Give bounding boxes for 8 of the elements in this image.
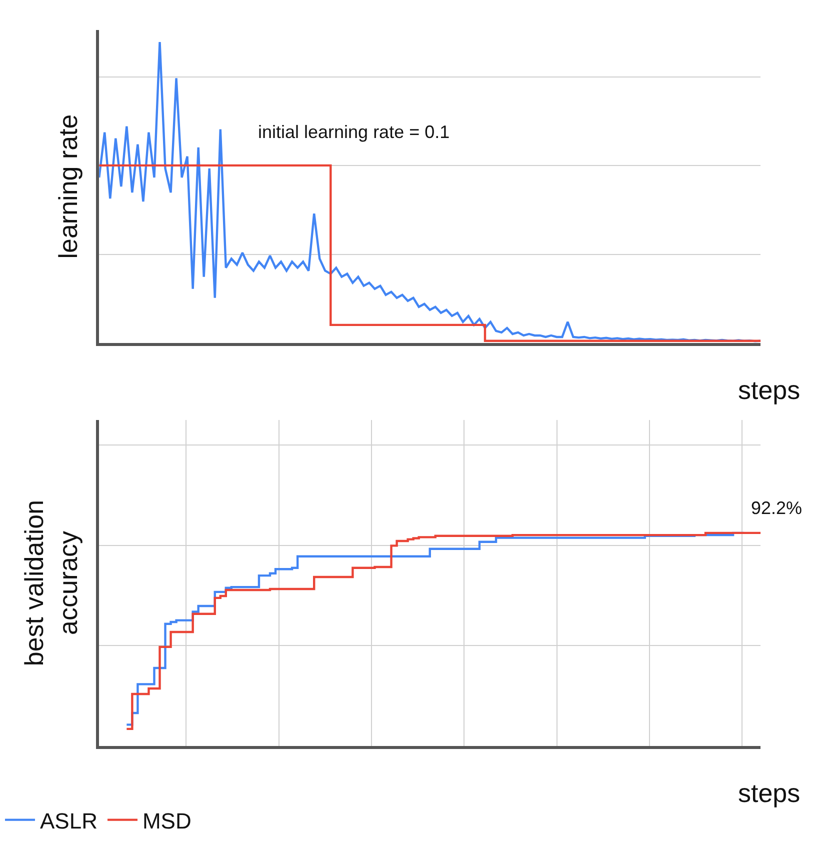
legend-label: ASLR xyxy=(40,808,98,834)
text: 92.2% xyxy=(751,498,802,518)
y-axis-title: best validation accuracy xyxy=(18,500,83,666)
annotation: initial learning rate = 0.1 xyxy=(258,122,450,142)
legend-label: MSD xyxy=(142,808,192,834)
x-axis-title: steps xyxy=(738,375,800,405)
y-axis-title: learning rate xyxy=(52,114,83,259)
x-axis-title: steps xyxy=(738,778,800,808)
